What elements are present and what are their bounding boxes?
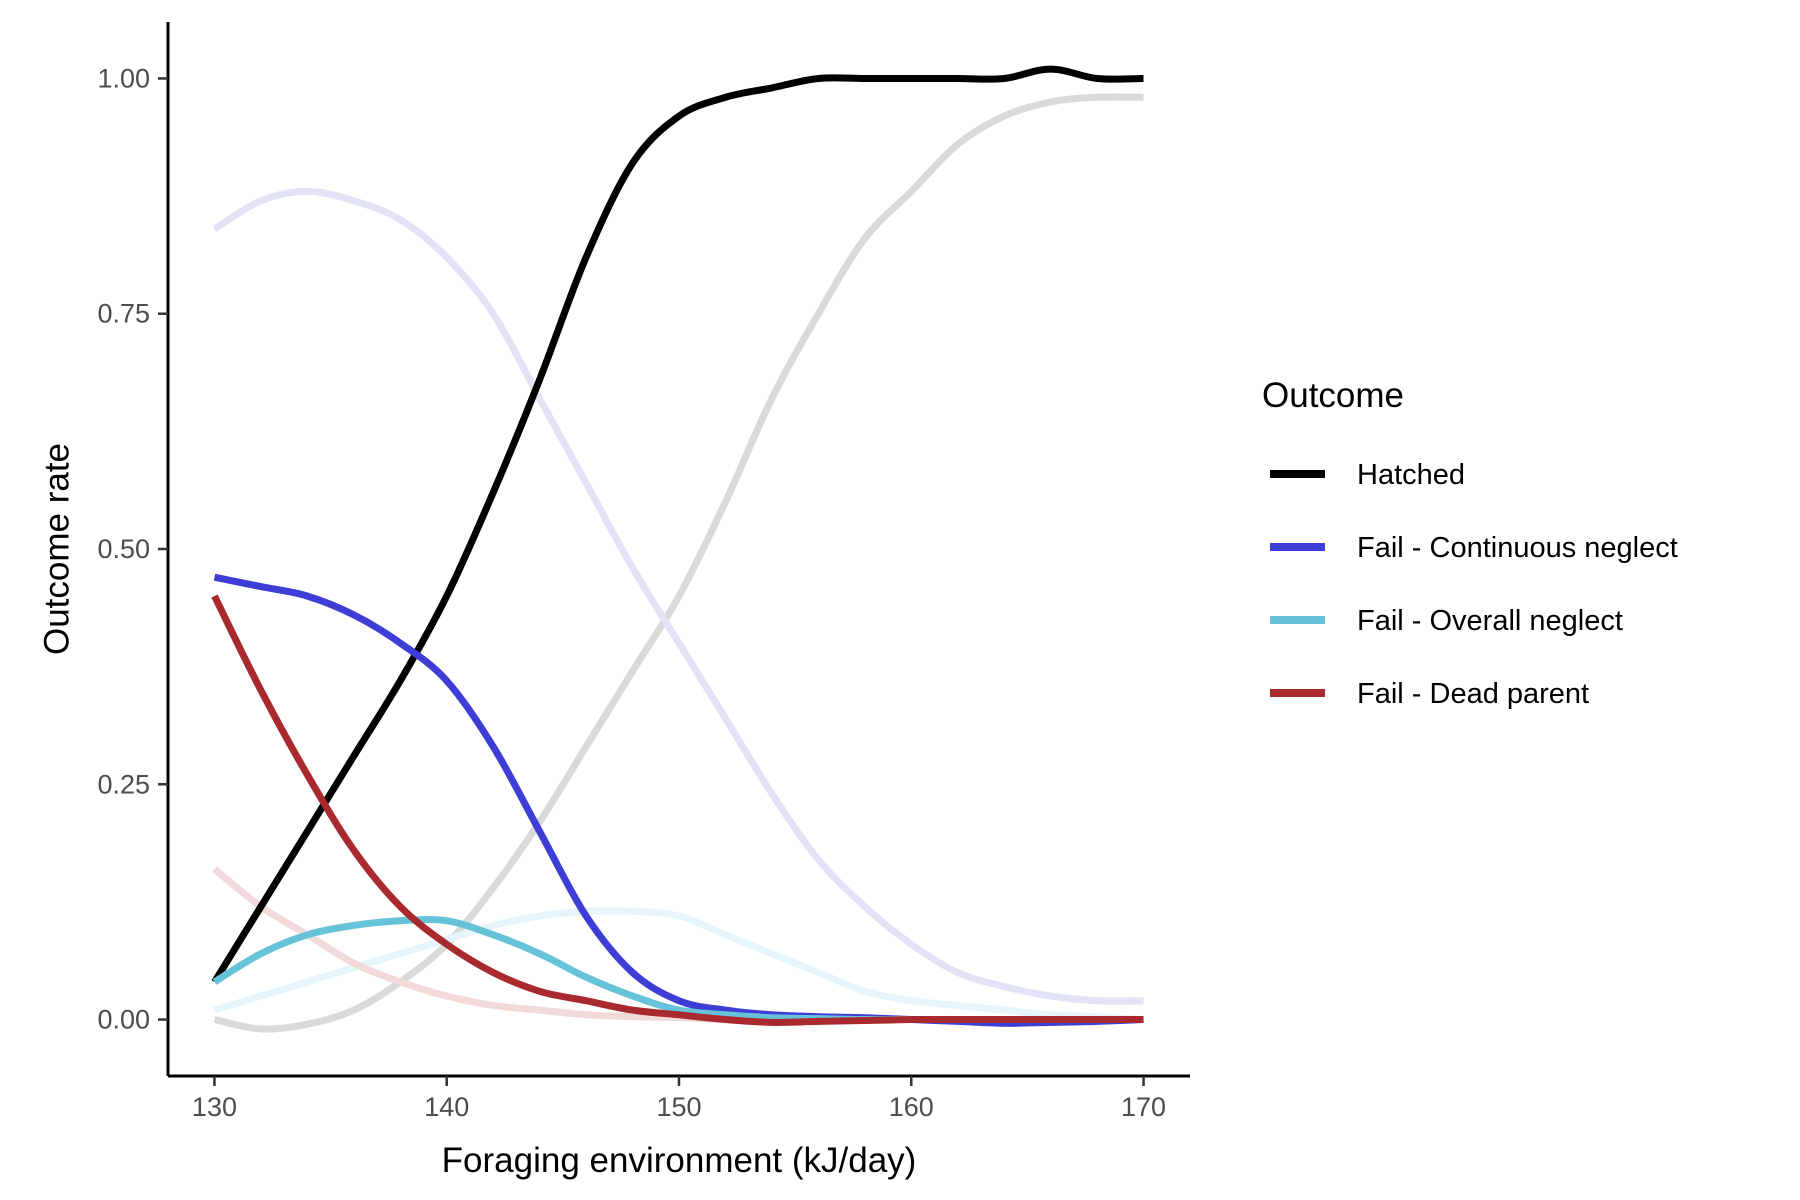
series-line-fail-dead-parent [211, 594, 1144, 1026]
y-tick-label: 0.50 [97, 534, 150, 564]
y-tick-label: 0.25 [97, 769, 150, 799]
y-tick-label: 0.00 [97, 1005, 150, 1035]
legend-label-hatched: Hatched [1357, 459, 1465, 491]
legend-label-fail-continuous-neglect: Fail - Continuous neglect [1357, 532, 1678, 564]
y-axis-title: Outcome rate [37, 443, 76, 655]
x-tick-label: 160 [889, 1092, 934, 1122]
legend: Outcome Hatched Fail - Continuous neglect… [1262, 376, 1678, 710]
background-series-line-6 [213, 907, 1144, 1023]
series-line-hatched [211, 65, 1144, 984]
background-series-line-4 [213, 93, 1144, 1033]
tick-layer: 130 140 150 160 170 0.00 0.25 0.50 0.75 1.00 [97, 63, 1166, 1122]
series-layer [211, 65, 1144, 1033]
y-tick-label: 0.75 [97, 299, 150, 329]
x-tick-label: 140 [424, 1092, 469, 1122]
x-tick-label: 130 [192, 1092, 237, 1122]
x-tick-label: 170 [1121, 1092, 1166, 1122]
legend-label-fail-dead-parent: Fail - Dead parent [1357, 678, 1589, 710]
y-tick-label: 1.00 [97, 63, 150, 93]
x-axis-title: Foraging environment (kJ/day) [442, 1141, 917, 1180]
legend-entries: Hatched Fail - Continuous neglect Fail - O… [1270, 459, 1678, 710]
legend-title: Outcome [1262, 376, 1404, 415]
x-tick-label: 150 [656, 1092, 701, 1122]
legend-label-fail-overall-neglect: Fail - Overall neglect [1357, 605, 1623, 637]
background-series-line-5 [212, 187, 1144, 1005]
